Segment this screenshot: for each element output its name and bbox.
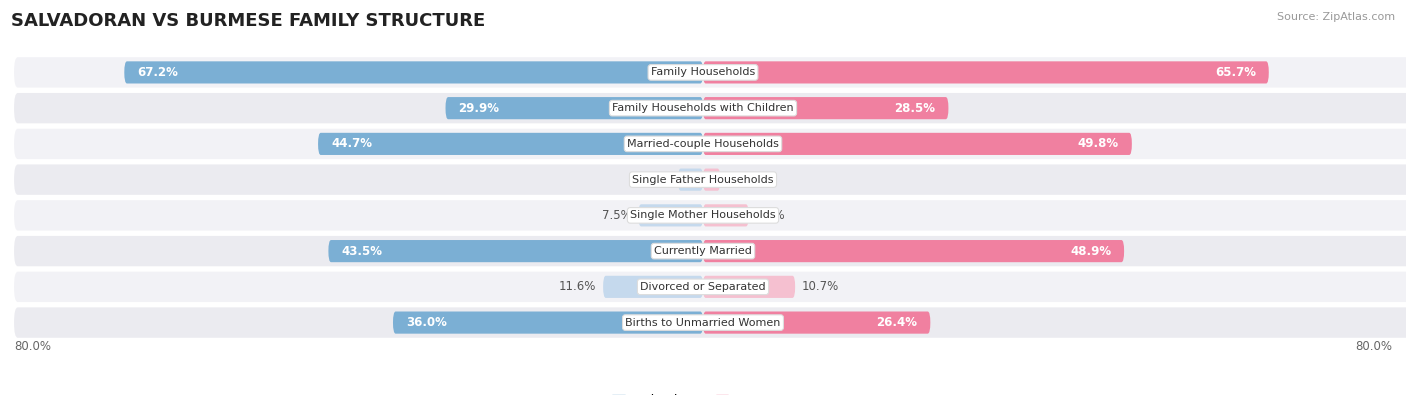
- Text: 7.5%: 7.5%: [602, 209, 631, 222]
- Text: SALVADORAN VS BURMESE FAMILY STRUCTURE: SALVADORAN VS BURMESE FAMILY STRUCTURE: [11, 12, 485, 30]
- FancyBboxPatch shape: [638, 204, 703, 226]
- FancyBboxPatch shape: [703, 312, 931, 334]
- Text: 67.2%: 67.2%: [138, 66, 179, 79]
- FancyBboxPatch shape: [703, 276, 796, 298]
- Text: 65.7%: 65.7%: [1215, 66, 1256, 79]
- Text: 80.0%: 80.0%: [1355, 340, 1392, 354]
- Text: Married-couple Households: Married-couple Households: [627, 139, 779, 149]
- Text: 11.6%: 11.6%: [558, 280, 596, 293]
- Text: 44.7%: 44.7%: [330, 137, 373, 150]
- Text: 49.8%: 49.8%: [1078, 137, 1119, 150]
- FancyBboxPatch shape: [678, 169, 703, 191]
- Text: 36.0%: 36.0%: [406, 316, 447, 329]
- FancyBboxPatch shape: [124, 61, 703, 83]
- FancyBboxPatch shape: [318, 133, 703, 155]
- FancyBboxPatch shape: [703, 240, 1125, 262]
- FancyBboxPatch shape: [392, 312, 703, 334]
- Text: Currently Married: Currently Married: [654, 246, 752, 256]
- Text: Single Father Households: Single Father Households: [633, 175, 773, 184]
- Legend: Salvadoran, Burmese: Salvadoran, Burmese: [613, 394, 793, 395]
- Text: Family Households with Children: Family Households with Children: [612, 103, 794, 113]
- Text: 29.9%: 29.9%: [458, 102, 499, 115]
- FancyBboxPatch shape: [14, 93, 1406, 123]
- FancyBboxPatch shape: [703, 169, 720, 191]
- FancyBboxPatch shape: [703, 61, 1268, 83]
- FancyBboxPatch shape: [14, 236, 1406, 266]
- Text: Divorced or Separated: Divorced or Separated: [640, 282, 766, 292]
- FancyBboxPatch shape: [14, 200, 1406, 231]
- Text: 48.9%: 48.9%: [1070, 245, 1111, 258]
- Text: Single Mother Households: Single Mother Households: [630, 211, 776, 220]
- Text: Family Households: Family Households: [651, 68, 755, 77]
- FancyBboxPatch shape: [446, 97, 703, 119]
- FancyBboxPatch shape: [14, 57, 1406, 88]
- FancyBboxPatch shape: [703, 204, 748, 226]
- FancyBboxPatch shape: [703, 97, 949, 119]
- Text: 2.9%: 2.9%: [641, 173, 671, 186]
- Text: 43.5%: 43.5%: [342, 245, 382, 258]
- FancyBboxPatch shape: [14, 164, 1406, 195]
- Text: 10.7%: 10.7%: [801, 280, 839, 293]
- FancyBboxPatch shape: [329, 240, 703, 262]
- FancyBboxPatch shape: [14, 307, 1406, 338]
- Text: Births to Unmarried Women: Births to Unmarried Women: [626, 318, 780, 327]
- Text: 28.5%: 28.5%: [894, 102, 935, 115]
- Text: 26.4%: 26.4%: [876, 316, 918, 329]
- FancyBboxPatch shape: [603, 276, 703, 298]
- Text: Source: ZipAtlas.com: Source: ZipAtlas.com: [1277, 12, 1395, 22]
- Text: 2.0%: 2.0%: [727, 173, 756, 186]
- Text: 5.3%: 5.3%: [755, 209, 785, 222]
- FancyBboxPatch shape: [14, 129, 1406, 159]
- Text: 80.0%: 80.0%: [14, 340, 51, 354]
- FancyBboxPatch shape: [14, 272, 1406, 302]
- FancyBboxPatch shape: [703, 133, 1132, 155]
